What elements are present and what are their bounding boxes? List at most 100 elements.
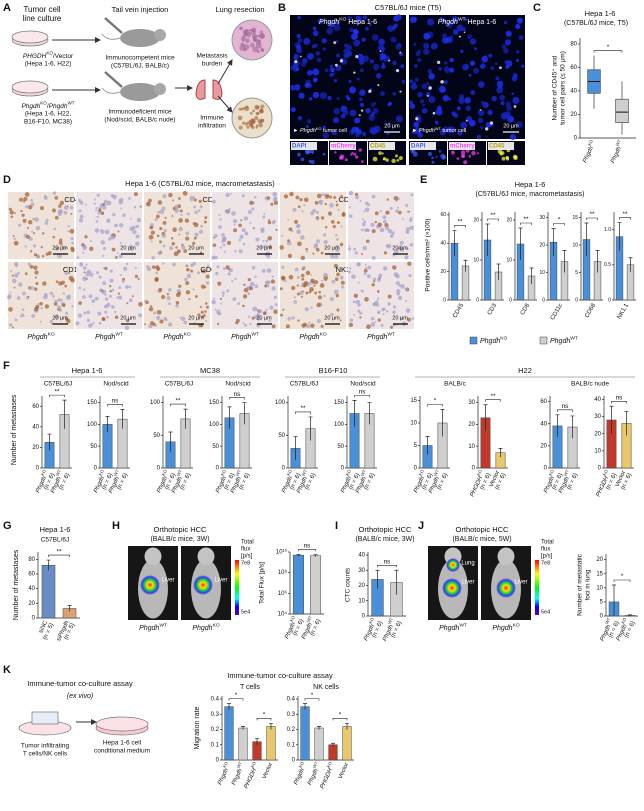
- cell: [392, 310, 396, 315]
- error-bar: [498, 448, 503, 458]
- cell: [172, 199, 175, 202]
- cell: [264, 284, 268, 288]
- bar: [292, 554, 305, 615]
- label-part: KO: [326, 760, 333, 768]
- y-tick-label: 20: [468, 422, 475, 428]
- error-bar: [518, 227, 523, 260]
- cell: [34, 217, 39, 222]
- cell: [82, 266, 87, 270]
- cell: [128, 285, 132, 289]
- cell: [218, 214, 221, 217]
- cell: [77, 198, 81, 202]
- cell: [362, 222, 366, 227]
- cell: [257, 316, 261, 321]
- mouse: [120, 83, 160, 101]
- signal: [294, 60, 298, 64]
- cell: [214, 256, 218, 260]
- nucleus: [362, 15, 368, 20]
- cell: [104, 297, 109, 301]
- y-tick-label: 0: [542, 297, 545, 303]
- significance-label: **: [490, 393, 496, 400]
- nucleus: [477, 109, 485, 117]
- significance-bracket: [332, 718, 348, 721]
- cell: [31, 314, 36, 318]
- cell: [120, 207, 123, 210]
- cell: [94, 228, 100, 233]
- cell: [340, 280, 345, 285]
- significance-label: *: [235, 692, 238, 699]
- label-part: Hepa 1-6: [466, 19, 497, 26]
- y-tick-label: 15: [410, 398, 417, 404]
- significance-bracket: [611, 400, 627, 404]
- cell: [349, 267, 352, 270]
- cell: [117, 292, 120, 295]
- tissue: [248, 119, 252, 123]
- nucleus: [511, 92, 514, 96]
- cell: [205, 319, 208, 323]
- mouse-tail: [101, 87, 121, 94]
- tissue: [252, 46, 259, 53]
- label: flux: [241, 547, 250, 553]
- nucleus: [442, 37, 449, 44]
- label-part: Phgdh: [95, 334, 115, 341]
- cell: [97, 311, 102, 316]
- cell: [265, 308, 268, 311]
- cell: [234, 277, 237, 281]
- cell: [342, 211, 345, 214]
- nucleus: [516, 50, 520, 54]
- label: BALB/c: [444, 381, 466, 388]
- cell: [233, 223, 236, 226]
- cell: [172, 262, 176, 267]
- y-tick-label: 0: [544, 466, 548, 472]
- cell: [272, 191, 277, 197]
- cell: [65, 311, 69, 315]
- cell: [378, 273, 383, 278]
- cell: [263, 212, 266, 215]
- cell: [222, 243, 226, 247]
- cell: [159, 240, 162, 244]
- cell: [34, 270, 39, 275]
- cell: [255, 237, 260, 242]
- cell: [409, 217, 413, 221]
- significance-bracket: [170, 403, 186, 407]
- label-part: WT: [235, 468, 242, 476]
- label: PhgdhWT: [439, 623, 467, 632]
- significance-bracket: [454, 225, 466, 228]
- label: Hepa 1-6: [72, 366, 103, 375]
- y-tick-label: 0: [157, 466, 161, 472]
- error-bar: [345, 723, 349, 730]
- nucleus: [495, 62, 498, 66]
- cell: [13, 212, 16, 214]
- cell: [198, 199, 202, 204]
- cell: [44, 292, 48, 297]
- label: Liver: [514, 580, 527, 586]
- cell: [335, 248, 340, 253]
- label-part: Phgdh: [550, 338, 570, 345]
- mouse-head: [144, 547, 162, 566]
- cell: [363, 268, 368, 273]
- label: CTC counts: [345, 567, 352, 602]
- signal: [368, 89, 372, 93]
- nucleus: [496, 86, 504, 94]
- nucleus: [392, 60, 397, 66]
- y-tick-label: 0: [608, 297, 611, 303]
- cell: [357, 303, 361, 307]
- cell: [67, 294, 71, 298]
- chart-name: NK cells: [313, 684, 339, 691]
- cell: [409, 242, 414, 247]
- nucleus: [460, 49, 464, 53]
- cell: [367, 265, 372, 270]
- cell: [211, 255, 216, 260]
- signal: [479, 109, 482, 111]
- significance-bracket: [298, 548, 316, 552]
- label-part: Phgdh: [49, 103, 68, 110]
- nucleus: [488, 53, 493, 58]
- y-tick-label: 0: [509, 297, 512, 303]
- cell: [98, 208, 102, 212]
- cell: [231, 211, 236, 216]
- label: 20 µm: [52, 315, 68, 321]
- cell: [223, 267, 226, 270]
- nucleus: [369, 59, 375, 64]
- label-part: Phgdh: [231, 334, 251, 341]
- signal: [399, 51, 402, 54]
